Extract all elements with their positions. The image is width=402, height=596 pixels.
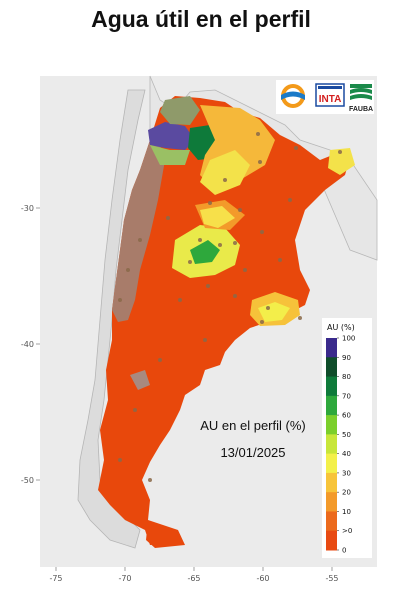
x-tick-label: -70 [118, 574, 131, 583]
legend: AU (%) 100 90 80 70 60 50 40 30 20 10 >0 0 [322, 318, 372, 558]
legend-swatch [326, 453, 337, 474]
inta-logo [315, 83, 345, 107]
page-title: Agua útil en el perfil [91, 6, 311, 32]
smn-logo-icon [281, 84, 305, 108]
legend-swatch [326, 376, 337, 397]
legend-tick-label: 60 [342, 412, 351, 420]
legend-swatch [326, 434, 337, 455]
fauba-logo-text: FAUBA [349, 106, 373, 113]
legend-swatch [326, 395, 337, 416]
legend-tick-label: 70 [342, 392, 351, 400]
map-date: 13/01/2025 [220, 445, 285, 460]
map-caption: AU en el perfil (%) [200, 418, 305, 433]
northwest-lightgreen [150, 145, 190, 165]
legend-color-bar [326, 338, 337, 551]
chile-outline [77, 89, 146, 549]
legend-title: AU (%) [327, 323, 355, 332]
legend-tick-label: 0 [342, 547, 346, 555]
x-axis [55, 567, 333, 571]
x-tick-label: -55 [325, 574, 338, 583]
inta-logo-text: INTA [319, 94, 342, 105]
tierra-del-fuego [146, 520, 185, 548]
legend-tick-label: 30 [342, 469, 351, 477]
andes-strip [112, 140, 165, 322]
legend-tick-label: 40 [342, 450, 351, 458]
buenos-aires-yellow [258, 302, 290, 322]
x-tick-label: -65 [187, 574, 200, 583]
logos-box: INTA FAUBA [276, 80, 374, 114]
legend-ticks: 100 90 80 70 60 50 40 30 20 10 >0 0 [337, 335, 355, 555]
legend-tick-label: >0 [342, 527, 352, 535]
legend-swatch [326, 338, 337, 358]
legend-tick-label: 100 [342, 335, 355, 343]
legend-swatch [326, 530, 337, 551]
y-axis [36, 207, 40, 481]
x-tick-label: -75 [49, 574, 62, 583]
northwest-olive [160, 96, 200, 125]
legend-swatch [326, 511, 337, 532]
x-tick-label: -60 [256, 574, 269, 583]
pampas-green [190, 240, 220, 264]
legend-swatch [326, 492, 337, 512]
northwest-wet-area [148, 122, 195, 150]
patagonia-grey [130, 370, 150, 390]
northeast-spot [328, 148, 355, 175]
y-tick-label: -40 [21, 340, 34, 349]
legend-tick-label: 50 [342, 431, 351, 439]
station-dots [118, 132, 342, 482]
legend-swatch [326, 415, 337, 435]
pampas-yellow [200, 206, 235, 228]
argentina-region [98, 96, 350, 545]
fauba-logo-icon [350, 84, 372, 100]
legend-tick-label: 10 [342, 508, 351, 516]
legend-tick-label: 90 [342, 354, 351, 362]
legend-tick-label: 80 [342, 373, 351, 381]
legend-tick-label: 20 [342, 489, 351, 497]
legend-swatch [326, 472, 337, 493]
y-tick-label: -30 [21, 204, 34, 213]
chaco-yellow [200, 150, 250, 195]
legend-swatch [326, 357, 337, 378]
y-tick-label: -50 [21, 476, 34, 485]
